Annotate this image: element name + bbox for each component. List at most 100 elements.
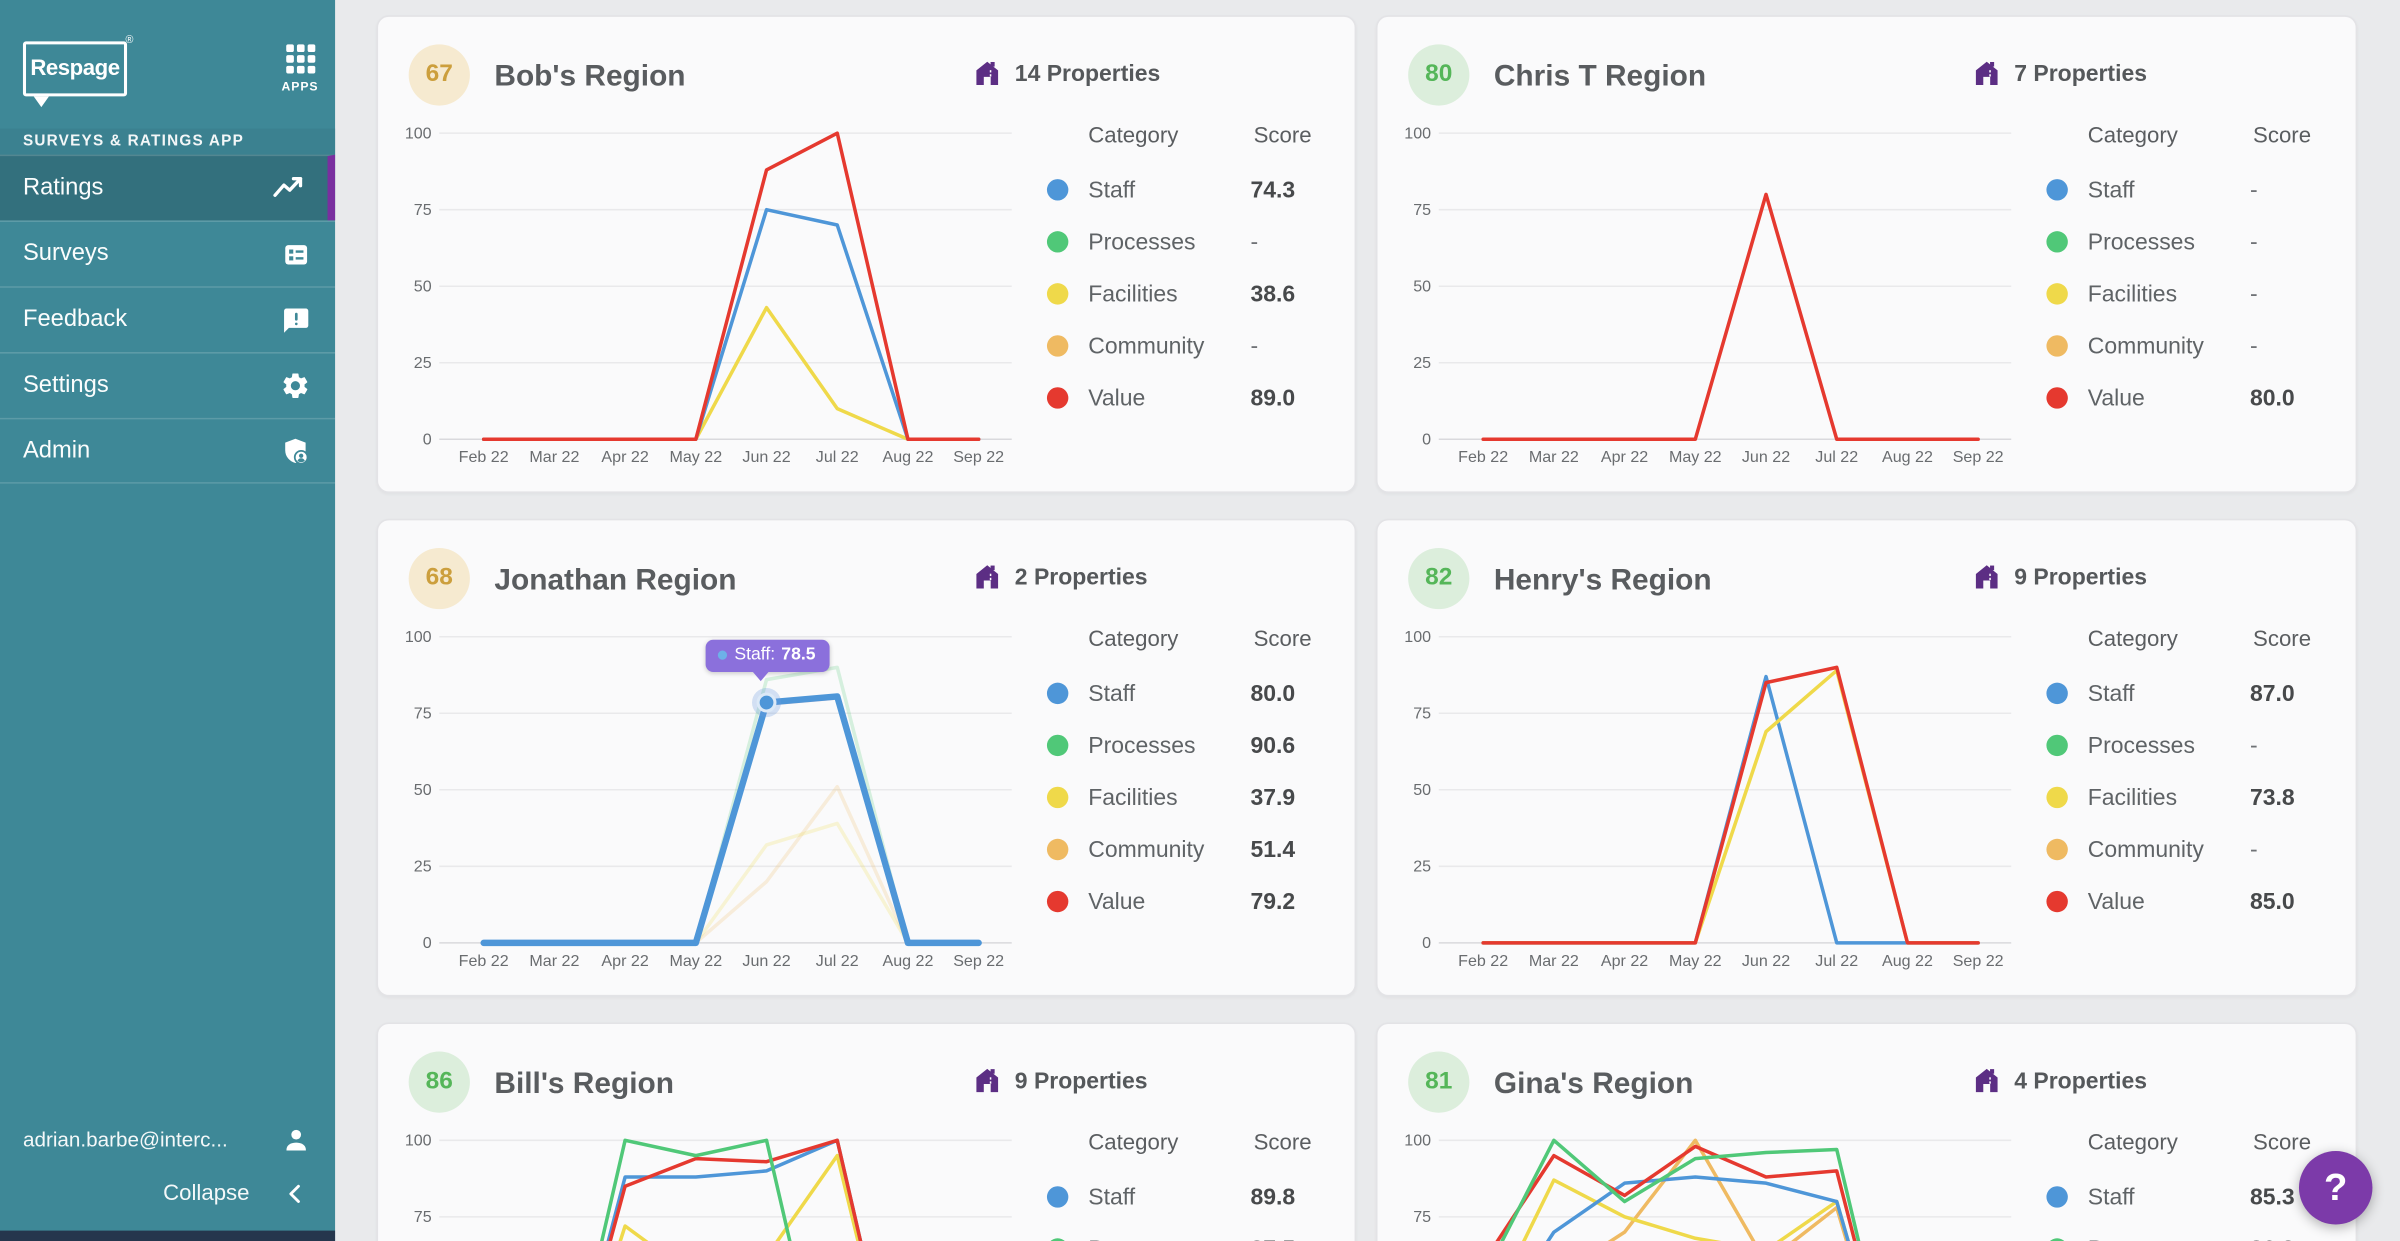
building-icon xyxy=(972,1065,1003,1096)
category-header: Category xyxy=(2087,627,2178,653)
sidebar-item-admin[interactable]: Admin xyxy=(0,417,336,484)
category-score: 85.3 xyxy=(2249,1183,2295,1210)
ratings-line-chart[interactable]: Staff: 78.5 0 25 50 75 100 Feb 22 Mar 22 Apr 22 Ma… xyxy=(399,621,1020,976)
logo-tail xyxy=(33,96,49,108)
legend-row: Staff 87.0 xyxy=(2039,667,2337,719)
svg-text:75: 75 xyxy=(414,201,432,219)
svg-text:Mar 22: Mar 22 xyxy=(1529,448,1579,466)
svg-text:Feb 22: Feb 22 xyxy=(459,952,509,970)
category-color-dot xyxy=(1046,283,1069,305)
legend-row: Facilities 37.9 xyxy=(1039,771,1337,823)
category-score: 86.3 xyxy=(2250,1236,2337,1241)
svg-text:Sep 22: Sep 22 xyxy=(953,952,1004,970)
properties-label: 4 Properties xyxy=(2014,1067,2148,1094)
sidebar-item-settings[interactable]: Settings xyxy=(0,352,336,418)
svg-text:25: 25 xyxy=(1413,858,1431,876)
svg-text:Jun 22: Jun 22 xyxy=(1742,448,1790,466)
user-email: adrian.barbe@interc... xyxy=(22,1127,228,1151)
svg-text:25: 25 xyxy=(414,858,432,876)
category-label: Community xyxy=(1088,836,1205,863)
properties-count: 7 Properties xyxy=(1971,58,2147,89)
help-button[interactable]: ? xyxy=(2298,1151,2373,1225)
category-label: Community xyxy=(2087,836,2204,863)
category-color-dot xyxy=(2046,786,2068,809)
gear-icon xyxy=(280,370,311,401)
svg-text:May 22: May 22 xyxy=(1669,952,1722,970)
svg-text:75: 75 xyxy=(1413,201,1431,219)
category-color-dot xyxy=(2046,734,2068,757)
legend-row: Processes 90.6 xyxy=(1039,719,1337,771)
svg-text:Feb 22: Feb 22 xyxy=(1458,952,1508,970)
category-color-dot xyxy=(2046,231,2068,253)
legend-row: Staff 89.8 xyxy=(1039,1171,1337,1223)
svg-text:0: 0 xyxy=(1422,431,1431,449)
sidebar: Respage ® APPS SURVEYS & RATINGS APP Rat… xyxy=(0,0,336,1241)
category-score: 37.9 xyxy=(1250,784,1296,811)
category-score: 90.6 xyxy=(1250,732,1296,759)
legend-row: Facilities 73.8 xyxy=(2039,771,2337,823)
apps-button[interactable]: APPS xyxy=(277,44,323,93)
legend-row: Value 79.2 xyxy=(1039,876,1337,928)
category-score: 38.6 xyxy=(1250,280,1296,307)
sidebar-item-feedback[interactable]: Feedback xyxy=(0,286,336,352)
legend-row: Processes 86.3 xyxy=(2039,1223,2337,1241)
category-label: Staff xyxy=(2087,1183,2135,1210)
category-header: Category xyxy=(1088,627,1179,653)
user-account-row[interactable]: adrian.barbe@interc... xyxy=(0,1117,335,1160)
series-line-processes xyxy=(481,665,981,945)
category-label: Staff xyxy=(2087,680,2135,707)
region-card: 67 Bob's Region 14 Properties 0 25 50 75 100… xyxy=(376,15,1357,493)
region-title: Chris T Region xyxy=(1493,59,1707,94)
category-score: 87.5 xyxy=(1251,1236,1338,1241)
svg-text:Mar 22: Mar 22 xyxy=(529,952,579,970)
legend-row: Processes 87.5 xyxy=(1039,1223,1337,1241)
region-title: Gina's Region xyxy=(1493,1066,1694,1101)
category-label: Processes xyxy=(2088,1236,2250,1241)
legend-row: Staff - xyxy=(2039,164,2337,216)
category-score: 74.3 xyxy=(1250,176,1296,203)
category-color-dot xyxy=(2046,1186,2068,1208)
series-line-staff xyxy=(1545,1175,1850,1241)
category-header: Category xyxy=(1088,1131,1179,1156)
collapse-button[interactable]: Collapse xyxy=(0,1172,335,1215)
category-color-dot xyxy=(1046,734,1069,757)
series-line-value xyxy=(1481,665,1980,945)
svg-text:100: 100 xyxy=(405,1132,432,1150)
region-cards-grid: 67 Bob's Region 14 Properties 0 25 50 75 100… xyxy=(376,15,2358,1241)
category-label: Facilities xyxy=(1088,784,1178,811)
legend-row: Staff 80.0 xyxy=(1039,667,1337,719)
svg-text:Sep 22: Sep 22 xyxy=(953,448,1004,466)
tooltip-value: 78.5 xyxy=(781,645,816,665)
svg-text:0: 0 xyxy=(423,934,432,952)
series-line-community xyxy=(1607,1138,1849,1241)
properties-label: 7 Properties xyxy=(2014,60,2148,87)
series-line-facilities xyxy=(1521,1178,1850,1241)
properties-count: 4 Properties xyxy=(1971,1065,2147,1096)
region-card: 80 Chris T Region 7 Properties 0 25 50 75 10… xyxy=(1376,15,2358,493)
svg-text:50: 50 xyxy=(414,278,432,296)
score-header: Score xyxy=(2253,1131,2312,1156)
properties-label: 14 Properties xyxy=(1014,60,1161,87)
category-color-dot xyxy=(1046,335,1069,357)
category-color-dot xyxy=(1046,838,1069,861)
category-score: 73.8 xyxy=(2249,784,2295,811)
series-line-staff xyxy=(481,207,981,442)
svg-text:Feb 22: Feb 22 xyxy=(1458,448,1508,466)
category-score: - xyxy=(2249,836,2258,863)
category-score: 89.8 xyxy=(1250,1183,1296,1210)
sidebar-item-label: Surveys xyxy=(22,240,109,267)
svg-text:Jul 22: Jul 22 xyxy=(816,448,859,466)
sidebar-item-ratings[interactable]: Ratings xyxy=(0,154,336,221)
category-label: Facilities xyxy=(2087,784,2178,811)
sidebar-item-surveys[interactable]: Surveys xyxy=(0,220,336,286)
category-score: - xyxy=(2249,280,2258,307)
svg-text:Jun 22: Jun 22 xyxy=(742,952,790,970)
category-label: Staff xyxy=(1088,1183,1136,1210)
sidebar-section-band: SURVEYS & RATINGS APP xyxy=(0,128,336,155)
